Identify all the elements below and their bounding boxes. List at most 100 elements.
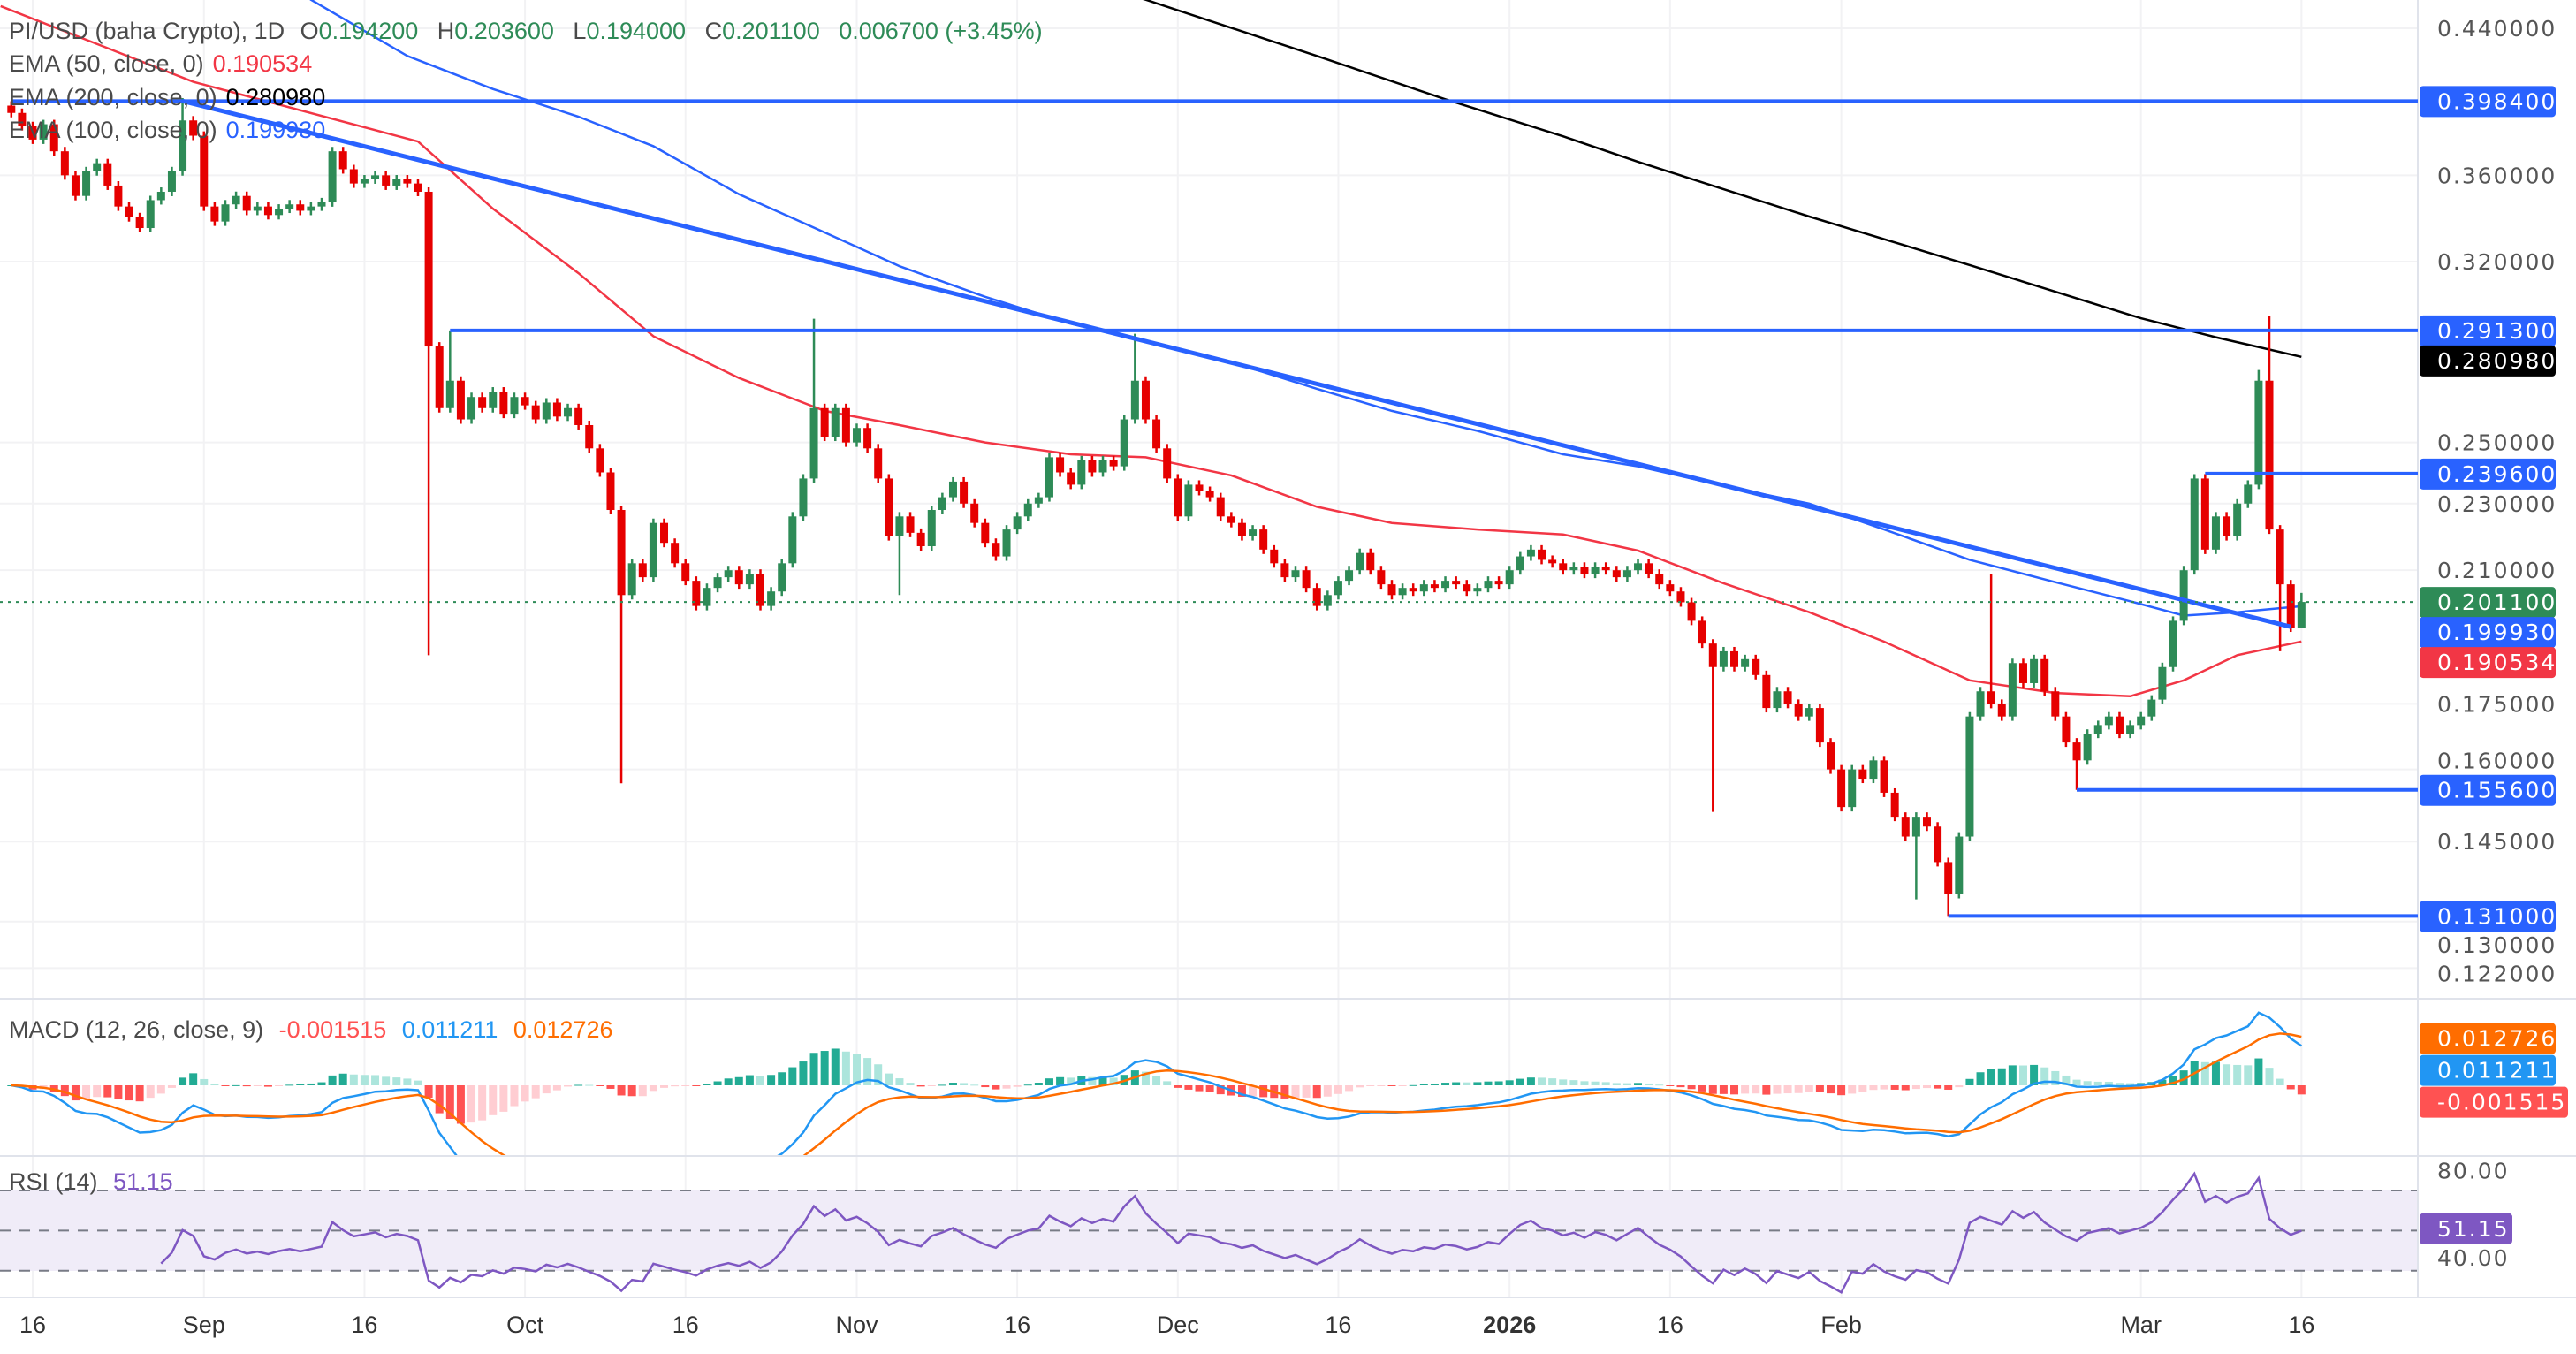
candle-up [1398, 583, 1407, 600]
candle-body [1366, 552, 1375, 571]
candle-body [1473, 588, 1482, 592]
candle-body [232, 195, 240, 205]
macd-histogram-bar [1205, 1085, 1214, 1092]
macd-histogram-bar [713, 1081, 722, 1085]
candle-up [2179, 566, 2188, 626]
candle-body [1858, 769, 1867, 780]
macd-legend[interactable]: MACD (12, 26, close, 9) -0.001515 0.0112… [9, 1015, 622, 1045]
high-label: H [437, 18, 455, 44]
symbol-title[interactable]: PI/USD (baha Crypto), 1D [9, 18, 285, 44]
candle-down [1762, 670, 1771, 713]
price-tick-label: 0.250000 [2437, 430, 2557, 456]
candle-body [2223, 516, 2231, 536]
candle-body [28, 126, 37, 140]
candle-down [210, 202, 219, 226]
trendlines[interactable] [11, 98, 2418, 918]
candle-body [1312, 588, 1321, 606]
candle-body [1708, 643, 1717, 667]
price-axis[interactable]: 0.440000 0.360000 0.320000 0.250000 0.230000… [2420, 16, 2568, 1271]
macd-histogram-bar [1387, 1085, 1396, 1086]
macd-histogram-bar [2276, 1078, 2284, 1085]
rsi-label-text: 51.15 [2437, 1216, 2510, 1242]
candle-body [745, 574, 754, 585]
macd-histogram-bar [756, 1076, 764, 1085]
candle-up [2104, 711, 2113, 730]
macd-histogram-bar [60, 1085, 69, 1097]
candle-up [2158, 662, 2167, 704]
macd-histogram-bar [1002, 1085, 1011, 1089]
candle-body [841, 407, 850, 443]
candle-body [1484, 581, 1493, 589]
candle-body [146, 200, 155, 229]
candle-down [531, 400, 540, 424]
rsi-legend[interactable]: RSI (14) 51.15 [9, 1167, 182, 1197]
candle-body [489, 392, 498, 408]
candle-up [1719, 646, 1728, 672]
candle-body [531, 405, 540, 420]
time-axis[interactable]: 16 Sep 16 Oct 16 Nov 16 Dec 16 2026 16 Feb Mar 16 [19, 1312, 2314, 1338]
candle-body [93, 163, 102, 171]
candle-body [1441, 581, 1450, 589]
macd-histogram-bar [1880, 1085, 1888, 1090]
macd-histogram-bar [478, 1085, 487, 1121]
candle-down [1655, 569, 1664, 590]
diagonal-trendline[interactable] [181, 98, 2291, 629]
macd-histogram-bar [852, 1054, 861, 1085]
candle-body [60, 151, 69, 176]
candle-up [809, 318, 818, 483]
candle-up [2083, 729, 2092, 765]
candle-up [831, 403, 840, 442]
candle-down [1366, 548, 1375, 575]
price-label-box [2420, 1023, 2556, 1054]
macd-histogram-bar [820, 1051, 829, 1085]
macd-histogram-bar [1890, 1085, 1899, 1090]
price-label-box [2420, 345, 2556, 377]
macd-histogram-bar [2179, 1070, 2188, 1085]
candle-body [724, 570, 733, 578]
rsi-value: 51.15 [113, 1168, 173, 1195]
macd-histogram-bar [2200, 1061, 2209, 1085]
candle-up [275, 204, 284, 220]
candle-up [724, 566, 733, 582]
macd-histogram-bar [1773, 1085, 1782, 1094]
candle-up [1441, 576, 1450, 593]
candle-body [649, 522, 657, 578]
macd-histogram-bar [981, 1085, 990, 1088]
macd-histogram-bar [1366, 1085, 1375, 1086]
candle-body [938, 497, 946, 511]
candle-body [2179, 570, 2188, 621]
candle-body [2008, 663, 2017, 717]
candle-up [1848, 764, 1857, 812]
candle-body [1034, 497, 1043, 504]
candle-down [1601, 562, 1610, 575]
ema100-legend[interactable]: EMA (100, close, 0) 0.199930 [9, 115, 334, 145]
rsi-tick-label: 40.00 [2437, 1245, 2510, 1271]
macd-histogram-bar [692, 1085, 701, 1086]
ema50-legend[interactable]: EMA (50, close, 0) 0.190534 [9, 49, 321, 79]
candle-body [1505, 570, 1514, 585]
candle-down [1216, 492, 1225, 521]
candle-body [7, 105, 16, 113]
candle-body [627, 563, 636, 596]
candle-body [156, 191, 165, 201]
candle-up [938, 492, 946, 514]
macd-histogram-bar [1922, 1085, 1931, 1089]
candle-up [317, 197, 326, 211]
candle-body [1869, 760, 1878, 780]
candle-up [852, 423, 861, 447]
candle-down [114, 180, 123, 211]
ema200-legend[interactable]: EMA (200, close, 0) 0.280980 [9, 82, 334, 112]
macd-histogram-bar [1312, 1085, 1321, 1099]
pane-separators [0, 0, 2576, 1298]
candle-down [1174, 474, 1182, 521]
macd-histogram-bar [1141, 1071, 1150, 1085]
macd-histogram-bar [960, 1083, 969, 1085]
candle-body [2126, 725, 2135, 734]
price-label-text: 0.011211 [2437, 1058, 2557, 1084]
candle-body [82, 171, 91, 196]
candle-body [1045, 457, 1053, 498]
macd-histogram-bar [1463, 1082, 1471, 1085]
candle-body [2137, 716, 2146, 726]
macd-histogram-bar [1302, 1085, 1311, 1098]
